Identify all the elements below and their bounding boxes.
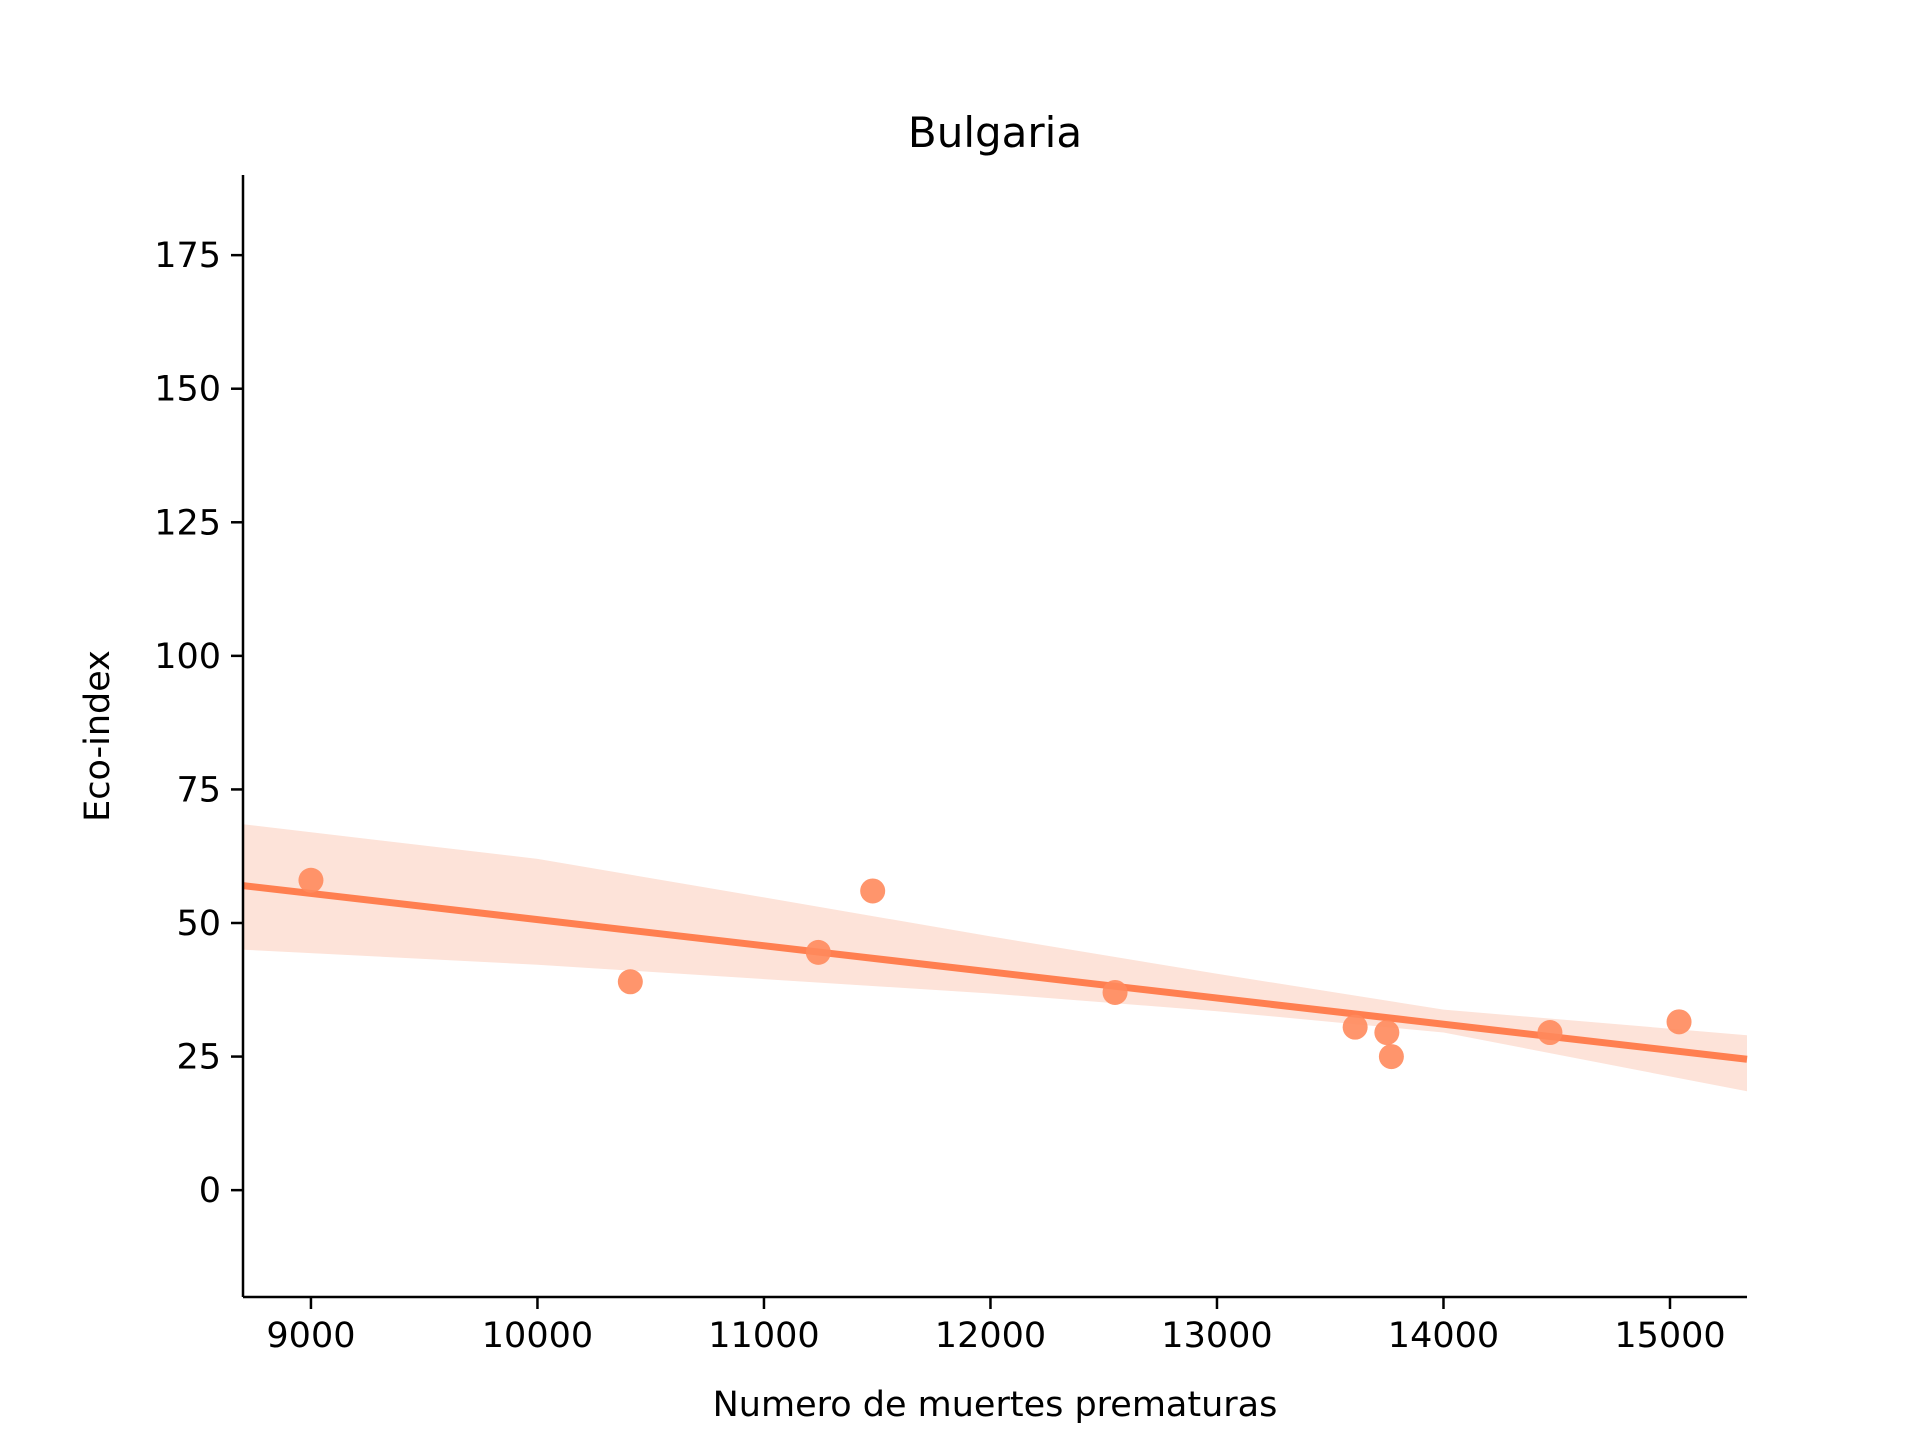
data-point (805, 939, 831, 965)
x-tick-label: 13000 (1161, 1316, 1272, 1356)
x-tick-label: 10000 (482, 1316, 593, 1356)
data-point (1374, 1020, 1400, 1046)
data-point (1666, 1009, 1692, 1035)
regression-line-layer (242, 882, 1748, 1063)
y-tick-label: 125 (154, 503, 221, 543)
x-tick-label: 15000 (1614, 1316, 1725, 1356)
x-tick-label: 14000 (1388, 1316, 1499, 1356)
x-tick-label: 11000 (708, 1316, 819, 1356)
chart-title: Bulgaria (908, 108, 1082, 157)
y-tick-label: 175 (154, 236, 221, 276)
x-tick-label: 9000 (266, 1316, 355, 1356)
data-point (1378, 1044, 1404, 1070)
y-axis-label: Eco-index (78, 650, 118, 822)
y-tick-label: 25 (176, 1038, 221, 1078)
x-axis-label: Numero de muertes prematuras (713, 1385, 1278, 1425)
y-tick-label: 150 (154, 370, 221, 410)
y-tick-label: 0 (199, 1171, 221, 1211)
regression-line (242, 882, 1748, 1063)
axes-layer (241, 175, 1747, 1299)
confidence-band-layer (243, 824, 1747, 1092)
confidence-band (243, 824, 1747, 1092)
data-points-layer (298, 867, 1692, 1070)
data-point (1537, 1020, 1563, 1046)
x-ticks-layer: 9000 10000 11000 12000 13000 14000 15000 (266, 1297, 1726, 1356)
y-ticks-layer: 0 25 50 75 100 125 150 175 (154, 236, 243, 1211)
y-tick-label: 100 (154, 637, 221, 677)
data-point (860, 878, 886, 904)
x-tick-label: 12000 (935, 1316, 1046, 1356)
y-tick-label: 50 (176, 904, 221, 944)
data-point (298, 867, 324, 893)
y-tick-label: 75 (176, 770, 221, 810)
data-point (617, 969, 643, 995)
data-point (1342, 1014, 1368, 1040)
data-point (1102, 979, 1128, 1005)
